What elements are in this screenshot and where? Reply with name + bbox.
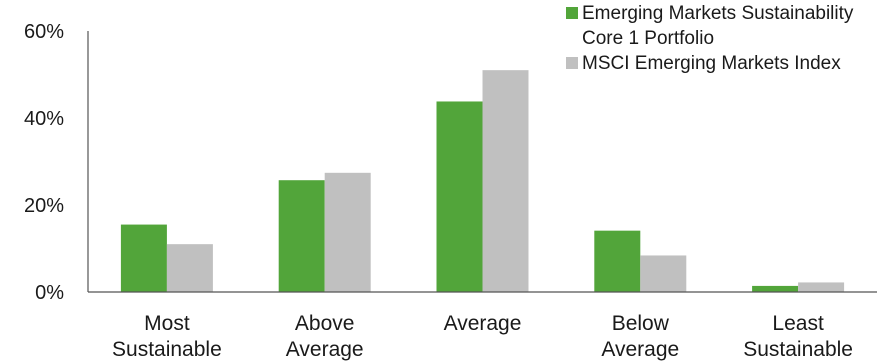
legend-label: MSCI Emerging Markets Index (582, 53, 841, 74)
y-tick-label: 60% (24, 21, 64, 43)
bar (594, 230, 641, 292)
x-tick-label: Least Sustainable (743, 312, 853, 361)
x-tick-label: Above Average (286, 312, 364, 361)
y-tick-label: 20% (24, 195, 64, 217)
bar (482, 70, 529, 293)
legend-swatch (566, 57, 578, 69)
legend: Emerging Markets Sustainability Core 1 Po… (566, 3, 854, 74)
bar (166, 244, 213, 292)
bar (324, 172, 371, 292)
legend-item: Emerging Markets Sustainability Core 1 Po… (566, 3, 854, 49)
y-tick-label: 40% (24, 108, 64, 130)
x-tick-label: Below Average (601, 312, 679, 361)
bar (120, 224, 167, 292)
bar (436, 101, 483, 292)
bar (752, 285, 799, 292)
legend-item: MSCI Emerging Markets Index (566, 53, 841, 74)
bar (798, 282, 845, 292)
legend-swatch (566, 7, 578, 19)
bars (120, 70, 845, 293)
x-tick-label: Most Sustainable (112, 312, 222, 361)
x-tick-label: Average (444, 312, 522, 335)
y-axis: 0% 20% 40% 60% (24, 21, 89, 304)
bar (640, 255, 687, 292)
legend-label: Emerging Markets Sustainability Core 1 Po… (582, 3, 854, 49)
y-tick-label: 0% (35, 282, 64, 304)
x-axis: Most Sustainable Above Average Average Below A… (88, 291, 877, 361)
bar (278, 180, 325, 292)
